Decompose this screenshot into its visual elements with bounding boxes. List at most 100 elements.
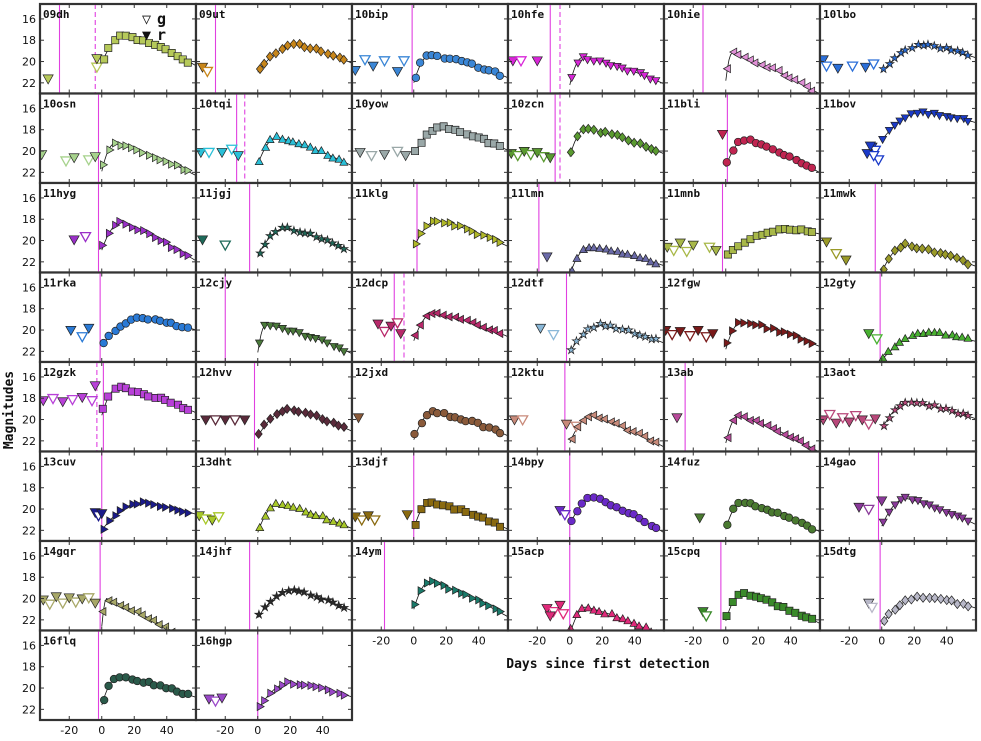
x-tick-label: 0: [98, 724, 105, 737]
panel-frame: [350, 539, 510, 632]
detection-point: [411, 599, 420, 610]
detection-point: [946, 114, 956, 123]
lightcurve-panel-12jxd: 12jxd: [350, 360, 510, 453]
upper-limit-point: [865, 602, 879, 614]
y-tick-label: 16: [22, 639, 36, 652]
detection-point: [100, 160, 109, 170]
detection-point: [100, 55, 109, 64]
upper-limit-point: [843, 417, 855, 428]
detection-point: [98, 404, 107, 413]
panel-name: 11bov: [823, 98, 856, 111]
detection-point: [254, 428, 263, 440]
upper-limit-point: [209, 696, 222, 708]
detection-point: [735, 317, 744, 328]
detection-point: [957, 47, 968, 57]
detection-point: [605, 320, 616, 330]
detection-point: [440, 408, 449, 418]
upper-limit-point: [674, 327, 686, 338]
panel-name: 13ab: [667, 366, 694, 379]
detection-point: [722, 64, 731, 74]
detection-point: [144, 392, 153, 401]
lightcurve-panel-10hie: 10hie: [662, 2, 822, 95]
detection-point: [573, 131, 582, 142]
detection-point: [567, 434, 576, 444]
detection-point: [492, 234, 501, 245]
upper-limit-point: [385, 321, 397, 332]
detection-point: [129, 499, 138, 509]
detection-point: [884, 412, 895, 423]
y-tick-label: 18: [22, 392, 36, 405]
detection-point: [913, 109, 923, 118]
upper-limit-point: [239, 415, 251, 426]
detection-point: [962, 49, 974, 60]
detection-point: [283, 500, 293, 509]
detection-point: [265, 51, 275, 62]
detection-point: [599, 414, 608, 424]
upper-limit-point: [700, 611, 713, 623]
upper-limit-point: [870, 334, 884, 346]
panel-frame: [350, 450, 510, 543]
detection-point: [567, 516, 576, 526]
detection-point: [496, 607, 505, 617]
detection-point: [884, 126, 894, 136]
detection-point: [924, 244, 933, 255]
y-tick-label: 22: [22, 77, 36, 90]
detection-point: [473, 418, 483, 428]
upper-limit-point: [823, 409, 836, 421]
detection-point: [311, 231, 322, 242]
upper-limit-point: [56, 598, 69, 610]
detection-point: [946, 250, 955, 261]
detection-point: [896, 496, 906, 505]
detection-point: [946, 405, 958, 416]
upper-limit-point: [667, 245, 680, 257]
upper-limit-point: [89, 152, 101, 163]
panel-name: 12gzk: [43, 366, 76, 379]
detection-point: [106, 516, 115, 526]
detection-point: [930, 592, 939, 604]
detection-point: [584, 123, 593, 134]
upper-limit-point: [41, 396, 49, 407]
detection-point: [174, 160, 183, 170]
upper-limit-point: [863, 329, 875, 340]
detection-point: [618, 132, 627, 143]
detection-point: [128, 143, 137, 153]
detection-point: [100, 524, 109, 534]
upper-limit-point: [401, 510, 413, 521]
detection-point: [583, 603, 593, 612]
detection-point: [573, 422, 582, 432]
y-tick-label: 20: [22, 145, 36, 158]
detection-point: [612, 612, 622, 622]
x-tick-label: 0: [410, 635, 417, 648]
detection-point: [288, 137, 298, 146]
detection-point: [495, 71, 504, 81]
detection-point: [312, 682, 321, 692]
panel-name: 12dcp: [355, 277, 388, 290]
panel-frame: [662, 450, 822, 543]
x-tick-label: 0: [254, 724, 261, 737]
detection-point: [294, 226, 306, 237]
detection-point: [104, 681, 113, 691]
panel-name: 16hgp: [199, 635, 232, 648]
panel-name: 10tqi: [199, 98, 232, 111]
upper-limit-point: [869, 414, 881, 425]
detection-point: [485, 601, 494, 611]
detection-point: [265, 134, 275, 143]
detection-point: [327, 596, 339, 607]
detection-point: [157, 235, 166, 246]
x-tick-label: -20: [840, 635, 858, 648]
detection-point: [146, 229, 155, 239]
detection-point: [922, 39, 934, 50]
upper-limit-point: [687, 240, 699, 251]
detection-point: [156, 501, 166, 511]
detection-point: [339, 54, 348, 65]
detection-point: [271, 590, 282, 601]
detection-point: [622, 249, 633, 258]
detection-point: [338, 602, 350, 613]
detection-point: [941, 42, 952, 53]
detection-point: [952, 115, 962, 124]
detection-point: [740, 52, 749, 62]
y-tick-label: 20: [22, 503, 36, 516]
upper-limit-point: [671, 413, 683, 424]
detection-point: [148, 615, 157, 625]
upper-limit-point: [531, 56, 543, 67]
